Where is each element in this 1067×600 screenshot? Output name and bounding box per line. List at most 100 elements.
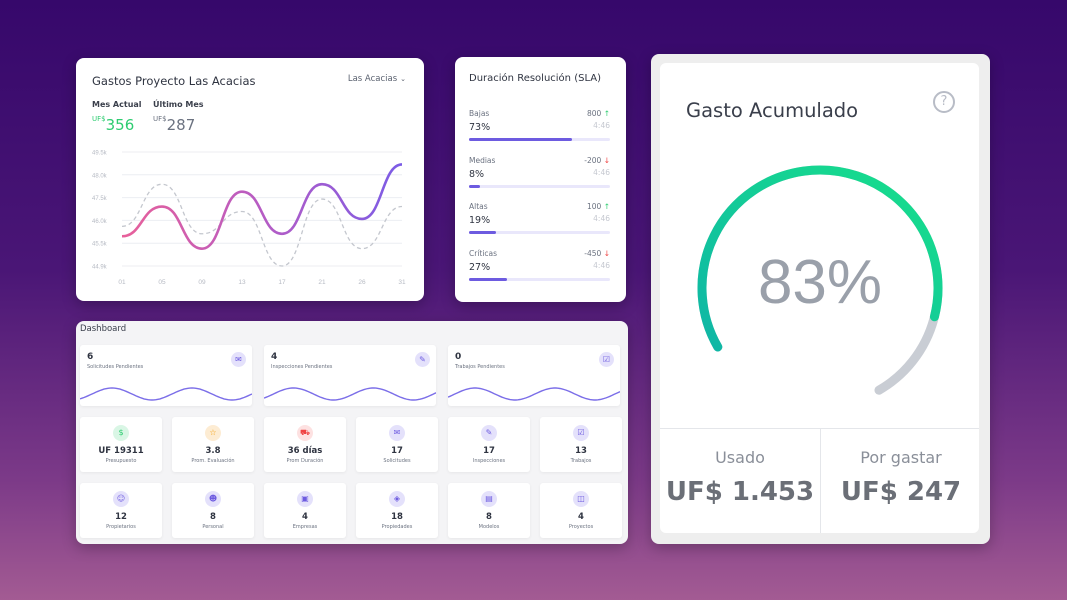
tile-label: Personal	[202, 524, 224, 530]
tile-value: 8	[210, 512, 216, 522]
sla-progress-track	[469, 231, 610, 234]
dashboard-title: Dashboard	[80, 324, 127, 334]
stat-por-gastar-label: Por gastar	[860, 448, 942, 467]
gauge-fill	[697, 165, 943, 352]
sla-row-delta: 100 ↑	[587, 202, 610, 211]
help-icon[interactable]: ?	[933, 91, 955, 113]
tile-prom-duracion[interactable]: ⛟ 36 días Prom Duración	[264, 417, 346, 472]
users-icon: ☻	[205, 491, 221, 507]
pending-solicitudes-card[interactable]: 6 Solicitudes Pendientes ✉	[80, 345, 252, 406]
sparkline-path	[448, 387, 620, 401]
tile-inspecciones[interactable]: ✎ 17 Inspecciones	[448, 417, 530, 472]
tile-solicitudes[interactable]: ✉ 17 Solicitudes	[356, 417, 438, 472]
tile-value: 4	[578, 512, 584, 522]
pending-value: 6	[87, 352, 94, 362]
tile-label: Prom. Evaluación	[191, 458, 235, 464]
pending-sparkline	[448, 387, 620, 401]
tile-label: Trabajos	[570, 458, 592, 464]
stat-usado: Usado UF$ 1.453	[660, 448, 820, 507]
chevron-down-icon: ⌄	[400, 75, 406, 83]
sla-delta-value: -200	[584, 156, 602, 165]
metric-ultimo-mes: Último Mes UF$287	[153, 100, 204, 134]
tile-trabajos[interactable]: ☑ 13 Trabajos	[540, 417, 622, 472]
gauge-panel: Gasto Acumulado ? 83% Usado UF$ 1.453 Po…	[660, 63, 979, 533]
tile-label: Proyectos	[568, 524, 594, 530]
gastos-title: Gastos Proyecto Las Acacias	[92, 74, 256, 88]
sla-progress-track	[469, 278, 610, 281]
stat-por-gastar-value: UF$ 247	[840, 477, 962, 507]
checkbox-icon: ☑	[573, 425, 589, 441]
sla-progress-fill	[469, 278, 508, 281]
metric-currency: UF$	[92, 115, 106, 123]
sla-progress-track	[469, 185, 610, 188]
chart-x-tick-label: 31	[398, 279, 406, 286]
sla-row-percent: 8%	[469, 169, 485, 180]
tile-value: 12	[115, 512, 127, 522]
chart-x-tick-label: 21	[318, 279, 326, 286]
sla-row-criticas: Críticas 27% -450 ↓ 4:46	[469, 249, 610, 289]
tile-presupuesto[interactable]: $ UF 19311 Presupuesto	[80, 417, 162, 472]
sla-progress-fill	[469, 231, 496, 234]
user-icon: ☺	[113, 491, 129, 507]
gastos-card: Gastos Proyecto Las Acacias Las Acacias ⌄…	[76, 58, 424, 301]
sla-progress-fill	[469, 138, 572, 141]
gauge-divider	[660, 428, 979, 429]
sla-row-time: 4:46	[593, 121, 610, 130]
sparkline-path	[80, 387, 252, 401]
sla-row-delta: -200 ↓	[584, 156, 610, 165]
truck-icon: ⛟	[297, 425, 313, 441]
metric-label: Último Mes	[153, 100, 204, 109]
sla-row-medias: Medias 8% -200 ↓ 4:46	[469, 156, 610, 196]
sla-row-name: Altas	[469, 202, 488, 211]
pending-label: Inspecciones Pendientes	[271, 364, 333, 370]
tile-personal[interactable]: ☻ 8 Personal	[172, 483, 254, 538]
project-dropdown-value: Las Acacias	[347, 74, 398, 84]
tile-label: Prom Duración	[286, 458, 324, 464]
tile-prom-evaluacion[interactable]: ☆ 3.8 Prom. Evaluación	[172, 417, 254, 472]
sla-delta-value: -450	[584, 249, 602, 258]
chart-y-tick-label: 48.0k	[92, 173, 108, 179]
chart-y-tick-label: 49.5k	[92, 151, 108, 157]
chart-y-tick-label: 44.9k	[92, 265, 108, 271]
tile-value: 17	[391, 446, 403, 456]
arrow-up-icon: ↑	[603, 202, 610, 211]
tile-label: Propiedades	[381, 524, 413, 530]
dashboard-card: Dashboard 6 Solicitudes Pendientes ✉ 4 I…	[76, 321, 628, 544]
arrow-down-icon: ↓	[603, 249, 610, 258]
sla-row-altas: Altas 19% 100 ↑ 4:46	[469, 202, 610, 242]
sla-row-time: 4:46	[593, 168, 610, 177]
chart-x-tick-label: 09	[198, 279, 206, 286]
dollar-icon: $	[113, 425, 129, 441]
tile-label: Inspecciones	[472, 458, 506, 464]
tile-value: 36 días	[287, 446, 323, 456]
tile-value: UF 19311	[98, 446, 144, 456]
tile-propietarios[interactable]: ☺ 12 Propietarios	[80, 483, 162, 538]
tile-propiedades[interactable]: ◈ 18 Propiedades	[356, 483, 438, 538]
sla-row-percent: 27%	[469, 262, 491, 273]
chart-series-dashed	[121, 183, 403, 267]
tile-label: Presupuesto	[105, 458, 137, 464]
checkbox-icon: ☑	[599, 352, 614, 367]
pending-inspecciones-card[interactable]: 4 Inspecciones Pendientes ✎	[264, 345, 436, 406]
pending-sparkline	[264, 387, 436, 401]
chart-x-tick-label: 05	[158, 279, 166, 286]
edit-icon: ✎	[415, 352, 430, 367]
tile-proyectos[interactable]: ◫ 4 Proyectos	[540, 483, 622, 538]
stat-usado-label: Usado	[715, 448, 765, 467]
chart-x-tick-label: 26	[358, 279, 366, 286]
stat-por-gastar: Por gastar UF$ 247	[821, 448, 981, 507]
chart-y-tick-label: 46.0k	[92, 219, 108, 225]
sla-row-delta: -450 ↓	[584, 249, 610, 258]
tile-empresas[interactable]: ▣ 4 Empresas	[264, 483, 346, 538]
tile-modelos[interactable]: ▤ 8 Modelos	[448, 483, 530, 538]
metric-value: 356	[105, 116, 135, 134]
sla-row-percent: 19%	[469, 215, 491, 226]
sla-delta-value: 100	[586, 202, 602, 211]
chart-y-tick-label: 45.5k	[92, 242, 108, 248]
project-dropdown[interactable]: Las Acacias ⌄	[348, 74, 406, 84]
tile-label: Empresas	[292, 524, 318, 530]
chart-x-tick-label: 01	[118, 279, 126, 286]
sla-row-bajas: Bajas 73% 800 ↑ 4:46	[469, 109, 610, 149]
pending-trabajos-card[interactable]: 0 Trabajos Pendientes ☑	[448, 345, 620, 406]
sla-progress-track	[469, 138, 610, 141]
